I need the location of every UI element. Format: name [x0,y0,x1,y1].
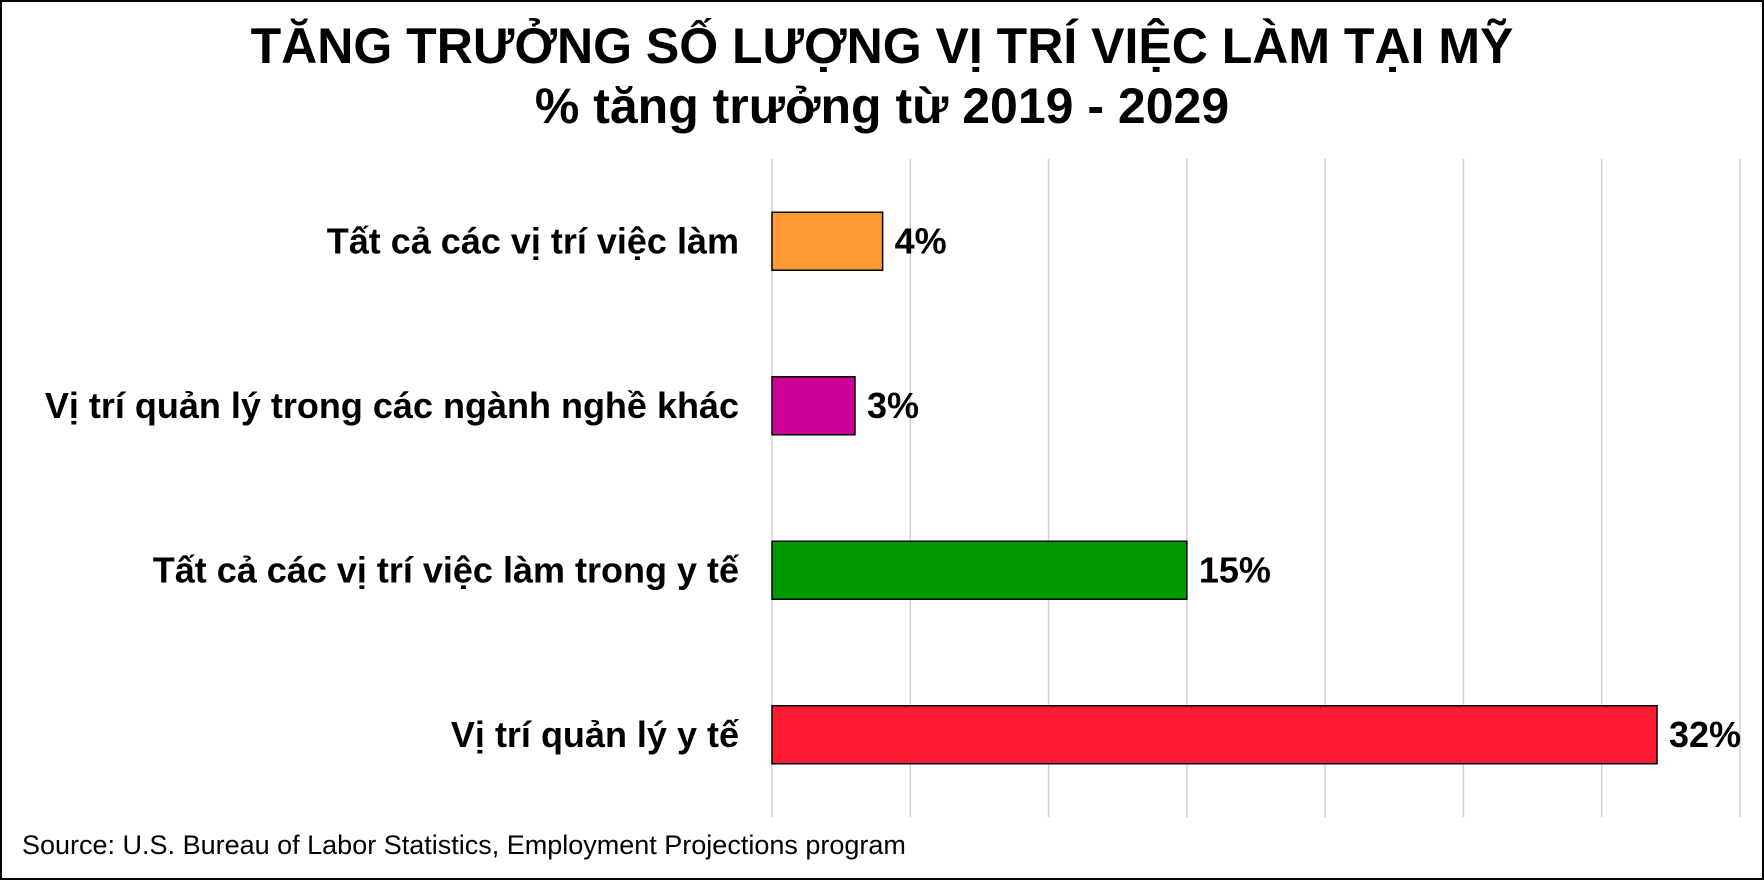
bar-2 [771,376,856,436]
category-label-2: Vị trí quản lý trong các ngành nghề khác [45,385,739,426]
bar-3 [771,540,1188,600]
data-label-2: 3% [867,385,919,426]
bar-4 [771,705,1658,765]
chart-subtitle: % tăng trưởng từ 2019 - 2029 [534,78,1230,134]
category-label-1: Tất cả các vị trí việc làm [327,220,739,261]
category-label-3: Tất cả các vị trí việc làm trong y tế [153,549,740,590]
bars [771,211,1658,765]
bar-1 [771,211,884,271]
data-label-3: 15% [1199,549,1271,590]
source-note: Source: U.S. Bureau of Labor Statistics,… [22,830,906,860]
chart-title: TĂNG TRƯỞNG SỐ LƯỢNG VỊ TRÍ VIỆC LÀM TẠI… [250,18,1514,74]
data-label-1: 4% [895,220,947,261]
labels: Tất cả các vị trí việc làm 4% Vị trí quản … [45,220,1741,755]
data-label-4: 32% [1669,714,1741,755]
chart-title-block: TĂNG TRƯỞNG SỐ LƯỢNG VỊ TRÍ VIỆC LÀM TẠI… [2,16,1762,136]
category-label-4: Vị trí quản lý y tế [451,714,740,755]
